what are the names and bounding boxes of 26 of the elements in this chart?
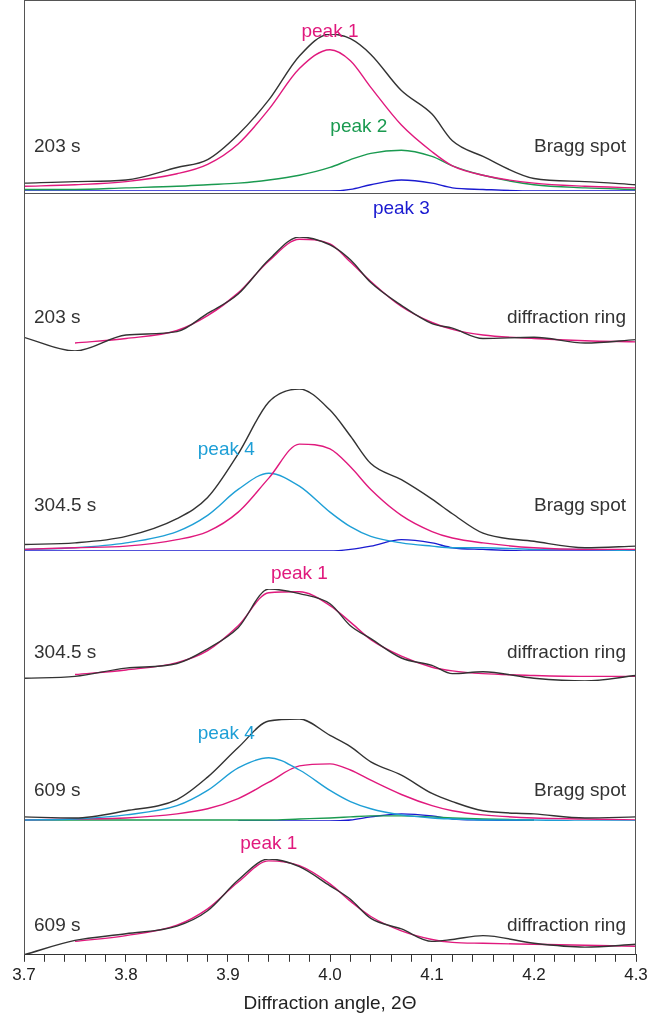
x-axis-title: Diffraction angle, 2Θ: [243, 991, 417, 1013]
annotation: 304.5 s: [34, 493, 97, 515]
annotation: diffraction ring: [507, 641, 626, 662]
annotation: 203 s: [34, 134, 81, 156]
series-label: peak 3: [372, 196, 430, 218]
series-label: peak 4: [197, 437, 256, 459]
series-label: peak 1: [270, 562, 328, 584]
annotation: Bragg spot: [534, 493, 627, 515]
series-label: peak 1: [240, 831, 298, 853]
annotation: 304.5 s: [34, 641, 97, 662]
x-tick-label: 3.9: [216, 964, 240, 984]
x-tick-label: 4.0: [318, 964, 342, 984]
annotation: diffraction ring: [507, 913, 626, 935]
annotation: 609 s: [34, 913, 81, 935]
annotation: diffraction ring: [507, 305, 626, 327]
annotation: 609 s: [34, 778, 81, 800]
x-tick-label: 4.1: [420, 964, 444, 984]
x-tick-label: 3.7: [12, 964, 36, 984]
annotation: Bragg spot: [534, 778, 627, 800]
annotation: Bragg spot: [534, 134, 627, 156]
series-label: peak 1: [301, 20, 359, 42]
x-tick-label: 3.8: [114, 964, 138, 984]
x-tick-label: 4.2: [522, 964, 546, 984]
series-label: peak 2: [330, 114, 388, 136]
x-tick-label: 4.3: [624, 964, 648, 984]
annotation: 203 s: [34, 305, 81, 327]
